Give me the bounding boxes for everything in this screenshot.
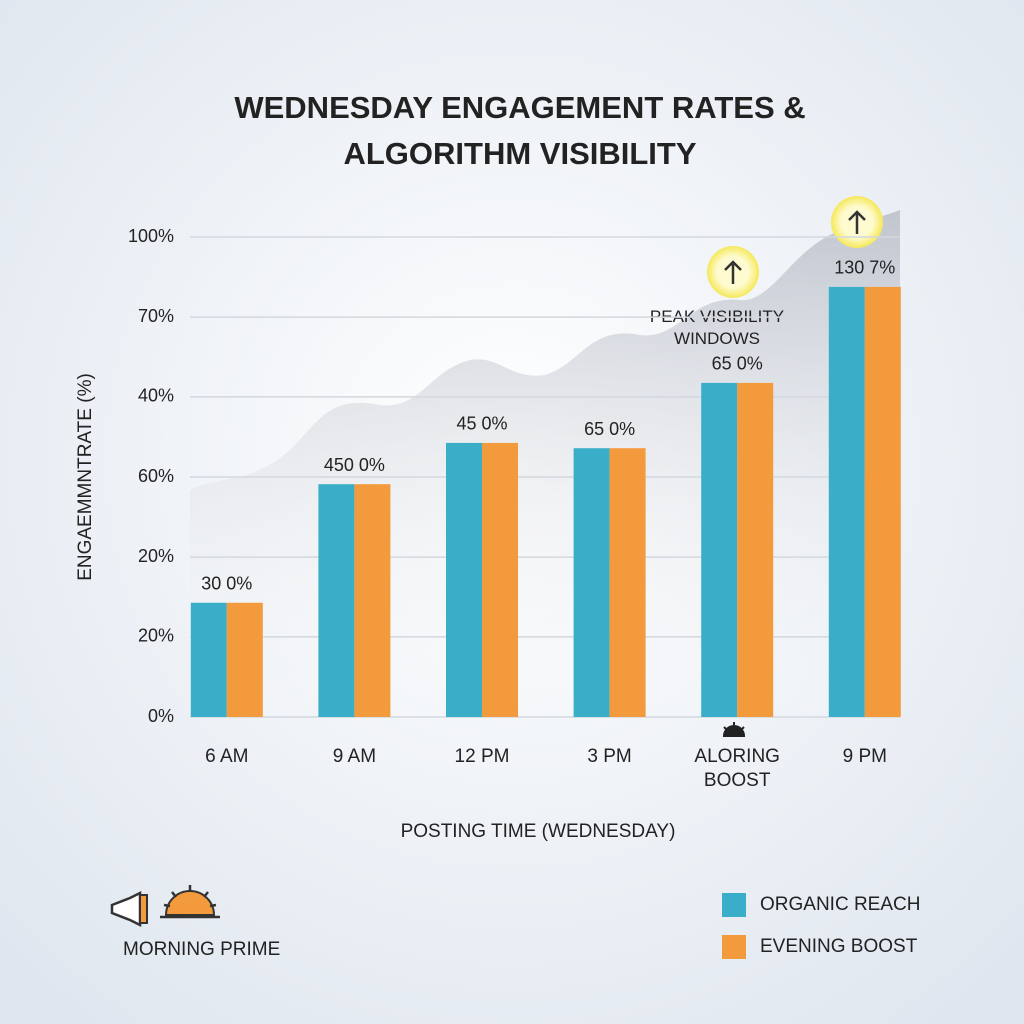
y-tick-label: 70% [138,306,174,326]
x-tick-label: 3 PM [587,746,632,767]
bar-label: 130 7% [834,258,895,278]
x-axis-label: POSTING TIME (WEDNESDAY) [401,821,676,842]
bar [737,382,774,717]
x-tick-label: 12 PM [454,746,510,767]
peak-marker [707,196,883,298]
bar [482,442,518,717]
y-tick-label: 20% [138,626,174,646]
bar-label: 65 0% [584,419,635,439]
bar [190,602,227,717]
y-tick-label: 100% [128,226,174,246]
bar [226,602,263,717]
x-tick-label: 6 AM [205,746,249,767]
legend-swatch [722,893,746,917]
legend-label: EVENING BOOST [760,936,918,957]
bar [828,286,865,717]
bar [446,442,482,717]
y-tick-label: 40% [138,386,174,406]
annotation: PEAK VISIBILITY WINDOWS [650,307,784,348]
x-tick-label: 9 AM [332,746,377,767]
bar [609,448,646,717]
morning-icons [110,885,220,928]
footnote: MORNING PRIME [123,939,280,960]
sunrise-icon [722,722,746,737]
bar [354,484,391,717]
bar [318,484,355,717]
y-tick-label: 60% [138,466,174,486]
y-tick-label: 0% [148,706,174,726]
bar-label: 45 0% [456,414,507,434]
legend-swatch [722,935,746,959]
bar [701,382,738,717]
y-axis-label: ENGAEMMNTRATE (%) [75,373,96,581]
chart-title: WEDNESDAY ENGAGEMENT RATES & ALGORITHM VI… [234,90,805,171]
y-tick-label: 20% [138,546,174,566]
x-tick-label: 9 PM [842,746,887,767]
bar-label: 450 0% [324,455,385,475]
bar-label: 30 0% [201,574,252,594]
x-tick-label: ALORING BOOST [694,746,780,791]
bar [864,286,901,717]
bar-label: 65 0% [712,354,763,374]
legend-label: ORGANIC REACH [760,894,920,915]
bar [573,448,610,717]
